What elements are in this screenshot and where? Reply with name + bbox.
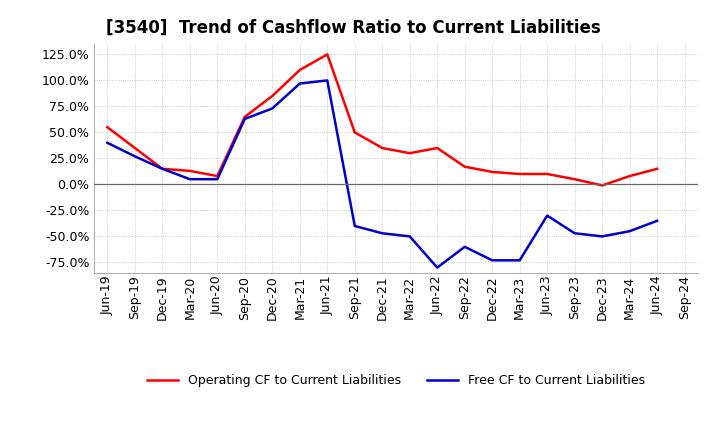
Free CF to Current Liabilities [433,265,441,270]
Operating CF to Current Liabilities [323,52,332,57]
Operating CF to Current Liabilities [268,93,276,99]
Free CF to Current Liabilities [405,234,414,239]
Free CF to Current Liabilities [653,218,662,224]
Operating CF to Current Liabilities [433,145,441,150]
Operating CF to Current Liabilities [570,176,579,182]
Free CF to Current Liabilities [460,244,469,249]
Free CF to Current Liabilities [158,166,166,172]
Free CF to Current Liabilities [543,213,552,218]
Free CF to Current Liabilities [103,140,112,146]
Operating CF to Current Liabilities [213,173,222,179]
Legend: Operating CF to Current Liabilities, Free CF to Current Liabilities: Operating CF to Current Liabilities, Fre… [142,370,650,392]
Free CF to Current Liabilities [240,116,249,121]
Operating CF to Current Liabilities [598,183,606,188]
Free CF to Current Liabilities [488,258,497,263]
Operating CF to Current Liabilities [130,145,139,150]
Operating CF to Current Liabilities [626,173,634,179]
Operating CF to Current Liabilities [351,130,359,135]
Operating CF to Current Liabilities [103,125,112,130]
Free CF to Current Liabilities [186,176,194,182]
Operating CF to Current Liabilities [378,145,387,150]
Operating CF to Current Liabilities [460,164,469,169]
Free CF to Current Liabilities [378,231,387,236]
Free CF to Current Liabilities [295,81,304,86]
Operating CF to Current Liabilities [295,67,304,73]
Operating CF to Current Liabilities [240,114,249,119]
Line: Operating CF to Current Liabilities: Operating CF to Current Liabilities [107,55,657,185]
Operating CF to Current Liabilities [158,166,166,172]
Free CF to Current Liabilities [130,154,139,159]
Operating CF to Current Liabilities [405,150,414,156]
Free CF to Current Liabilities [598,234,606,239]
Free CF to Current Liabilities [351,224,359,229]
Free CF to Current Liabilities [323,78,332,83]
Operating CF to Current Liabilities [186,168,194,173]
Operating CF to Current Liabilities [488,169,497,175]
Free CF to Current Liabilities [213,176,222,182]
Free CF to Current Liabilities [516,258,524,263]
Free CF to Current Liabilities [268,106,276,111]
Operating CF to Current Liabilities [516,171,524,176]
Free CF to Current Liabilities [570,231,579,236]
Operating CF to Current Liabilities [543,171,552,176]
Free CF to Current Liabilities [626,228,634,234]
Line: Free CF to Current Liabilities: Free CF to Current Liabilities [107,81,657,268]
Text: [3540]  Trend of Cashflow Ratio to Current Liabilities: [3540] Trend of Cashflow Ratio to Curren… [106,19,600,37]
Operating CF to Current Liabilities [653,166,662,172]
